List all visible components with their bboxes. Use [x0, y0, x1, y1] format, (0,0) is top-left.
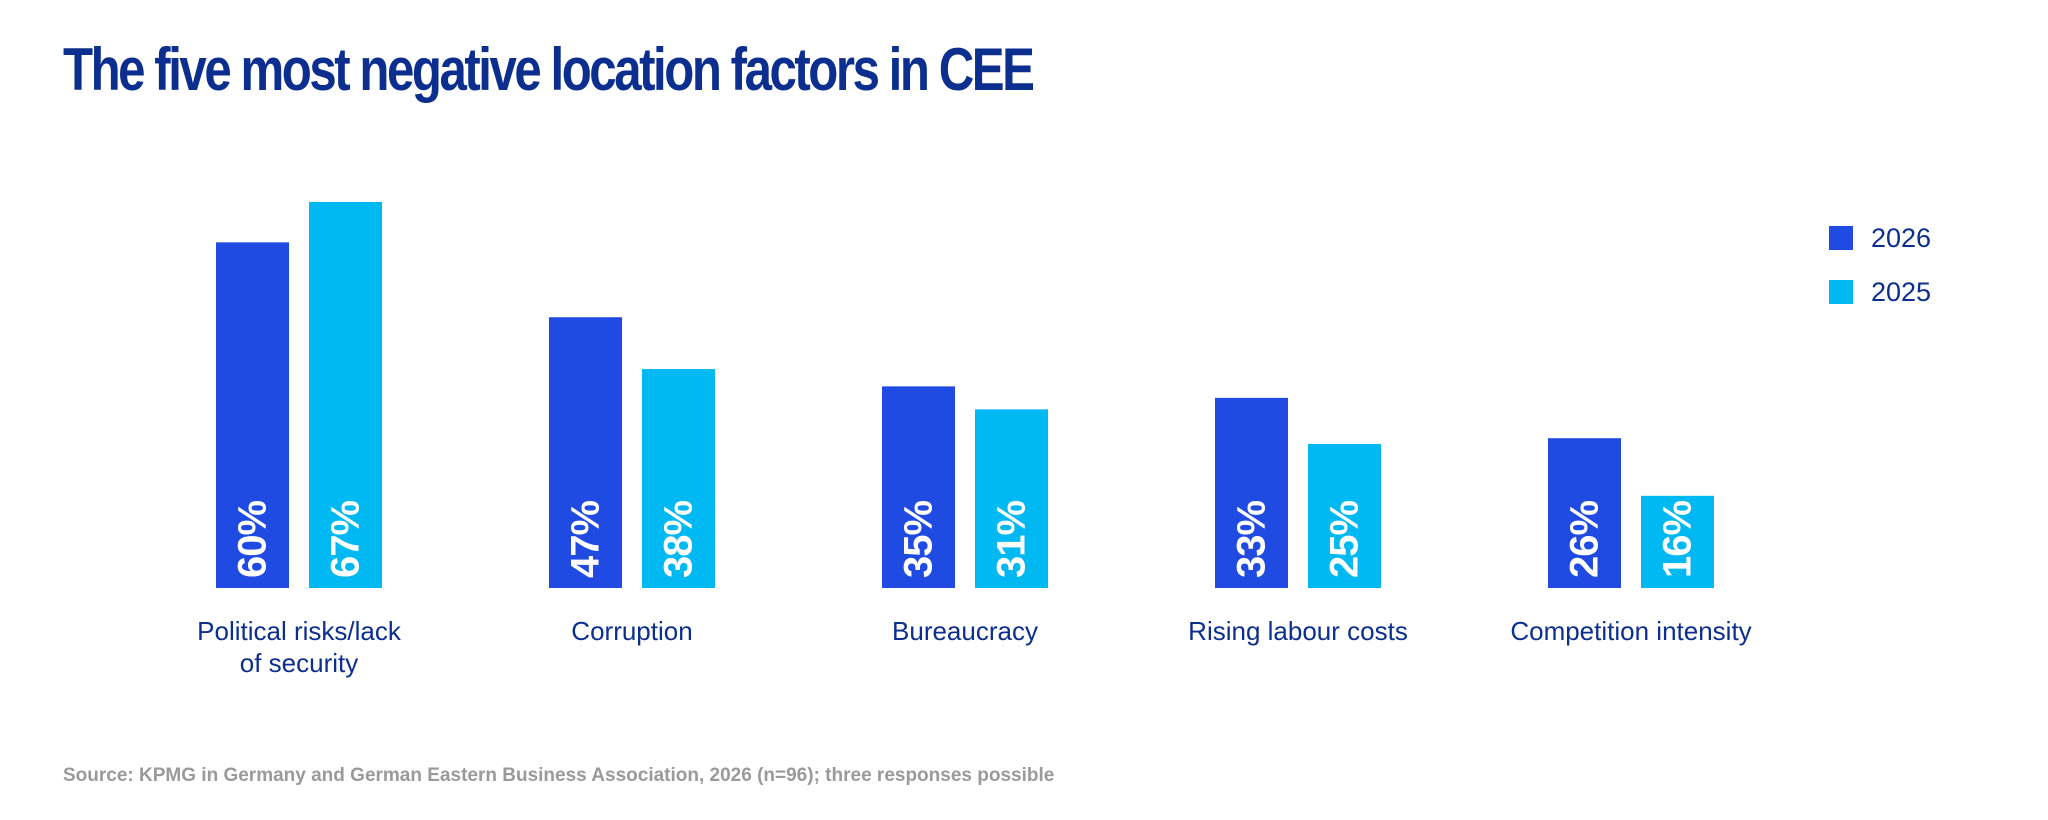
legend-item-2026: 2026: [1829, 220, 1931, 256]
bar-2026-4: [1548, 438, 1621, 588]
bar-2026-0: [216, 242, 289, 588]
legend-item-2025: 2025: [1829, 274, 1931, 310]
source-note: Source: KPMG in Germany and German Easte…: [63, 765, 1055, 786]
bar-label-2025-4: 16%: [1656, 501, 1700, 578]
legend-label-2026: 2026: [1871, 222, 1932, 253]
bar-2026-2: [882, 386, 955, 588]
bar-label-2025-2: 31%: [990, 501, 1034, 578]
bar-2025-3: [1308, 443, 1381, 588]
bar-2026-3: [1215, 397, 1288, 588]
bar-2025-4: [1641, 495, 1714, 588]
bar-2025-1: [642, 369, 715, 588]
bar-label-2025-0: 67%: [324, 501, 368, 578]
category-label-4: Competition intensity: [1510, 616, 1751, 646]
bar-2025-0: [309, 202, 382, 588]
bar-label-2026-4: 26%: [1563, 501, 1607, 578]
bar-label-2026-1: 47%: [564, 501, 608, 578]
bar-2026-1: [549, 317, 622, 588]
bar-label-2025-1: 38%: [657, 501, 701, 578]
legend-swatch-2026: [1829, 226, 1853, 250]
category-label-0: Political risks/lack of security: [197, 616, 402, 678]
legend-swatch-2025: [1829, 280, 1853, 304]
category-label-2: Bureaucracy: [892, 616, 1038, 646]
bar-label-2026-2: 35%: [897, 501, 941, 578]
chart-title: The five most negative location factors …: [63, 36, 1035, 103]
bar-2025-2: [975, 409, 1048, 588]
category-label-3: Rising labour costs: [1188, 616, 1408, 646]
bar-label-2025-3: 25%: [1323, 501, 1367, 578]
bar-label-2026-0: 60%: [231, 501, 275, 578]
category-label-1: Corruption: [571, 616, 692, 646]
legend-label-2025: 2025: [1871, 276, 1932, 307]
bar-label-2026-3: 33%: [1230, 501, 1274, 578]
legend: 2026 2025: [1829, 220, 1931, 328]
